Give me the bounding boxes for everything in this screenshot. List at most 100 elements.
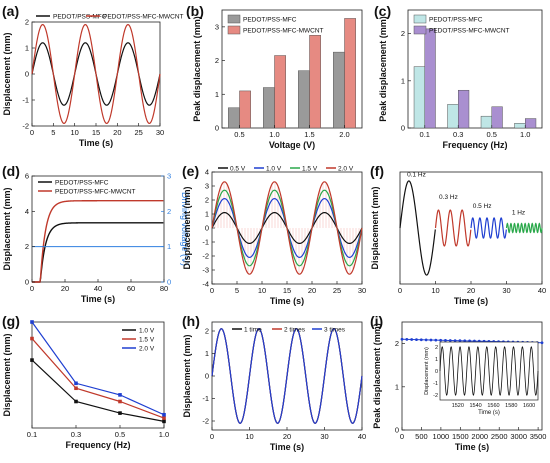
panel-letter: (e) (182, 163, 199, 179)
panel-letter: (f) (370, 163, 384, 179)
e-xtick-label: 15 (283, 286, 291, 295)
b-legend-1-swatch (227, 14, 241, 24)
a-ytick-label: 2 (25, 18, 29, 27)
i-xtick-label: 3500 (530, 432, 547, 441)
c-ytick-label: 0 (401, 124, 405, 133)
c-xtick-label: 0.3 (453, 130, 463, 139)
d-xlabel: Time (s) (81, 294, 115, 304)
e-ytick-label: 1 (205, 210, 209, 219)
i-point (439, 338, 443, 342)
d-ytick-right-label: 3 (167, 172, 171, 181)
h-ylabel: Displacement (mm) (182, 334, 192, 417)
a-ytick-label: 0 (25, 70, 29, 79)
d-xtick-label: 40 (94, 284, 102, 293)
d-xtick-label: 60 (127, 284, 135, 293)
a-series-2 (31, 23, 161, 125)
f-annotation: 0.5 Hz (473, 203, 492, 210)
panel-letter: (c) (374, 3, 391, 19)
h-series-3 (211, 328, 363, 424)
i-inset-ytick-label: 0 (435, 369, 438, 375)
h-legend-3-text: 3 times (324, 327, 346, 334)
g-xtick-label: 0.1 (27, 430, 37, 439)
i-point (463, 339, 467, 343)
a-ytick-label: -2 (22, 122, 29, 131)
e-xtick-label: 5 (235, 286, 239, 295)
g-xtick-label: 0.5 (115, 430, 125, 439)
i-ytick-label: 0 (395, 426, 399, 435)
i-xtick-label: 2500 (491, 432, 508, 441)
a-xtick-label: 20 (113, 128, 121, 137)
i-xlabel: Time (s) (455, 442, 489, 452)
f-series-1 (399, 180, 436, 276)
e-ytick-label: 4 (205, 168, 209, 177)
c-xtick-label: 0.5 (487, 130, 497, 139)
h-ytick-label: 1 (205, 349, 209, 358)
a-xtick-label: 15 (92, 128, 100, 137)
i-inset-xtick-label: 1520 (452, 403, 464, 409)
b-legend-1-text: PEDOT/PSS-MFC (243, 17, 297, 24)
g-ylabel: Displacement (mm) (2, 333, 12, 416)
g-point (30, 336, 34, 341)
f-annotation: 1 Hz (512, 210, 525, 217)
d-ytick-right-label: 0 (167, 278, 171, 287)
i-ytick-label: 2 (395, 339, 399, 348)
g-frame (31, 321, 165, 429)
e-legend-4-text: 2.0 V (338, 166, 354, 173)
c-legend-1-swatch (413, 14, 427, 24)
g-xlabel: Frequency (Hz) (65, 440, 130, 450)
c-legend-2-swatch (413, 25, 427, 35)
d-ytick-label: 4 (25, 207, 29, 216)
i-point (540, 341, 544, 345)
i-point (410, 338, 414, 341)
e-ytick-label: -2 (202, 252, 209, 261)
a-xtick-label: 30 (156, 128, 164, 137)
e-legend-3-text: 1.5 V (302, 166, 318, 173)
e-xtick-label: 10 (258, 286, 266, 295)
c-bar (413, 66, 425, 129)
i-ylabel: Peak displacement (mm) (372, 323, 382, 429)
f-xtick-label: 10 (431, 286, 439, 295)
b-bar (239, 90, 251, 129)
g-legend-1-text: 1.0 V (139, 328, 155, 335)
a-xtick-label: 5 (51, 128, 55, 137)
e-xtick-label: 0 (210, 286, 214, 295)
i-inset-xtick-label: 1540 (470, 403, 482, 409)
d-xtick-label: 20 (61, 284, 69, 293)
h-xtick-label: 0 (210, 432, 214, 441)
b-legend-2-swatch (227, 25, 241, 35)
b-bar (333, 51, 345, 129)
i-xtick-label: 3000 (510, 432, 527, 441)
d-ytick-label: 2 (25, 242, 29, 251)
f-series-4 (505, 222, 543, 234)
e-ytick-label: -3 (202, 266, 209, 275)
i-frame (401, 321, 543, 431)
i-inset-xlabel: Time (s) (478, 410, 500, 416)
g-point (118, 393, 122, 397)
d-ytick-right-label: 2 (167, 207, 171, 216)
f-series-2 (434, 209, 472, 247)
g-point (30, 358, 34, 362)
i-inset-ytick-label: 2 (435, 345, 438, 351)
c-bar (525, 118, 537, 129)
i-xtick-label: 0 (400, 432, 404, 441)
c-bar (458, 89, 470, 129)
b-legend-2-text: PEDOT/PSS-MFC-MWCNT (243, 28, 324, 35)
g-point (118, 411, 122, 415)
i-xtick-label: 500 (415, 432, 428, 441)
i-point (444, 338, 447, 342)
c-bar (491, 106, 503, 129)
g-point (74, 386, 78, 391)
g-point (74, 399, 78, 404)
h-xtick-label: 30 (320, 432, 328, 441)
g-legend-2-text: 1.5 V (139, 337, 155, 344)
c-legend-1-text: PEDOT/PSS-MFC (429, 17, 483, 24)
i-inset-ytick-label: -1 (433, 381, 438, 387)
b-xtick-label: 1.0 (269, 130, 279, 139)
e-ytick-label: 3 (205, 182, 209, 191)
panel-letter: (g) (2, 313, 20, 329)
i-inset-ytick-label: -2 (433, 393, 438, 399)
i-inset-xtick-label: 1580 (505, 403, 517, 409)
i-point (415, 338, 418, 342)
i-point (405, 337, 409, 341)
c-frame (407, 9, 543, 129)
